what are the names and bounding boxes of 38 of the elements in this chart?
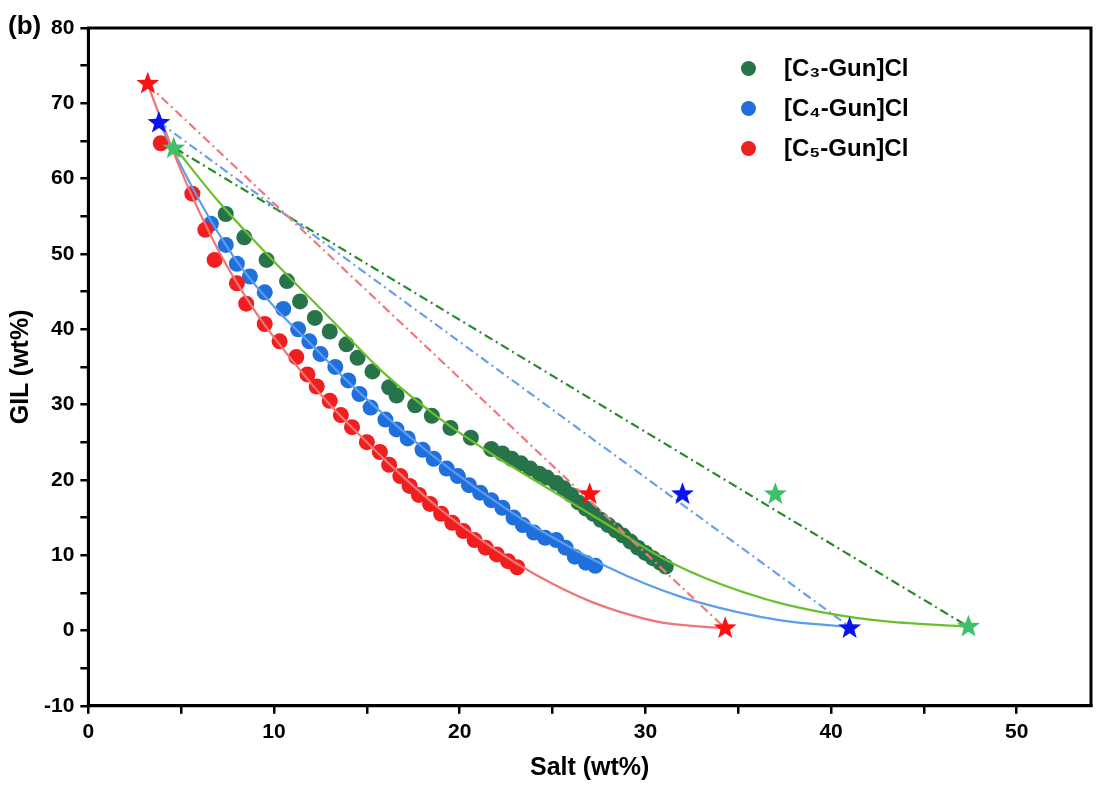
point: [578, 482, 602, 504]
point: [763, 482, 787, 504]
point: [162, 136, 186, 159]
x-tick-label: 40: [819, 719, 843, 743]
y-tick-label: 80: [50, 14, 75, 38]
y-tick-label: 0: [62, 617, 75, 641]
legend-label: [C₅-Gun]Cl: [784, 134, 909, 162]
legend-label: [C₃-Gun]Cl: [784, 54, 909, 82]
y-tick-label: 50: [50, 240, 75, 264]
point: [147, 110, 171, 133]
x-tick-label: 10: [262, 719, 286, 743]
y-tick-label: 30: [50, 391, 75, 415]
point: [136, 71, 160, 94]
y-tick-label: -10: [43, 692, 75, 716]
x-axis-title: Salt (wt%): [529, 751, 650, 780]
point: [321, 323, 338, 340]
y-tick-label: 20: [50, 466, 75, 490]
x-tick-label: 20: [448, 719, 472, 743]
point: [349, 349, 366, 366]
y-tick-label: 60: [50, 165, 75, 189]
point: [713, 616, 737, 638]
point: [838, 616, 862, 638]
legend-label: [C₄-Gun]Cl: [784, 94, 909, 122]
x-tick-label: 50: [1005, 719, 1029, 743]
y-tick-label: 10: [50, 541, 75, 565]
point: [292, 293, 309, 310]
point: [671, 482, 694, 504]
x-tick-label: 30: [633, 719, 658, 743]
y-tick-label: 70: [50, 90, 75, 114]
point: [206, 251, 223, 268]
y-tick-label: 40: [50, 316, 75, 340]
y-axis-title: GIL (wt%): [4, 309, 33, 425]
chart-title: (b): [8, 10, 42, 41]
x-tick-label: 0: [82, 719, 95, 743]
point: [388, 387, 405, 404]
point: [152, 135, 169, 152]
point: [957, 614, 980, 637]
point: [306, 309, 323, 326]
